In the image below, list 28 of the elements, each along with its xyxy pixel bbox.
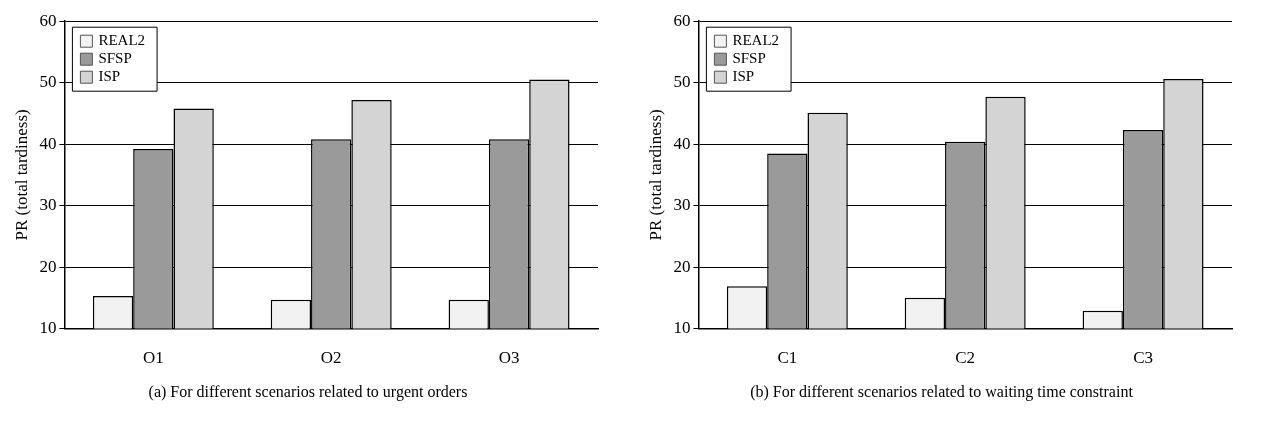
y-tick-label: 40 xyxy=(672,133,690,153)
y-tick-label: 30 xyxy=(39,195,57,215)
y-tick-label: 50 xyxy=(39,72,57,92)
x-tick-label: C2 xyxy=(954,348,975,368)
x-tick-label: C1 xyxy=(776,348,797,368)
y-tick-label: 60 xyxy=(672,10,690,30)
text: (b) For different scenarios related to waiting time constraint xyxy=(749,383,1134,401)
x-tick-label: O3 xyxy=(498,348,520,368)
y-tick-label: 20 xyxy=(39,256,57,276)
y-tick-label: 20 xyxy=(672,256,690,276)
y-tick-label: 60 xyxy=(39,10,57,30)
y-tick-label: 40 xyxy=(39,133,57,153)
legend-label: SFSP xyxy=(731,50,766,67)
x-tick-label: C3 xyxy=(1132,348,1153,368)
x-tick-label: O2 xyxy=(320,348,342,368)
y-tick-label: 10 xyxy=(672,318,690,338)
y-tick-label: 30 xyxy=(672,195,690,215)
y-tick-label: 10 xyxy=(39,318,57,338)
y-axis-title: PR (total tardiness) xyxy=(645,109,665,241)
legend-label: REAL2 xyxy=(98,32,146,49)
legend-label: SFSP xyxy=(98,50,132,67)
legend-label: REAL2 xyxy=(731,32,779,49)
legend-label: ISP xyxy=(98,68,121,85)
y-axis-title: PR (total tardiness) xyxy=(11,109,31,241)
text: (a) For different scenarios related to urgent orders xyxy=(147,383,469,401)
legend-label: ISP xyxy=(731,68,754,85)
y-tick-label: 50 xyxy=(672,72,690,92)
x-tick-label: O1 xyxy=(142,348,164,368)
